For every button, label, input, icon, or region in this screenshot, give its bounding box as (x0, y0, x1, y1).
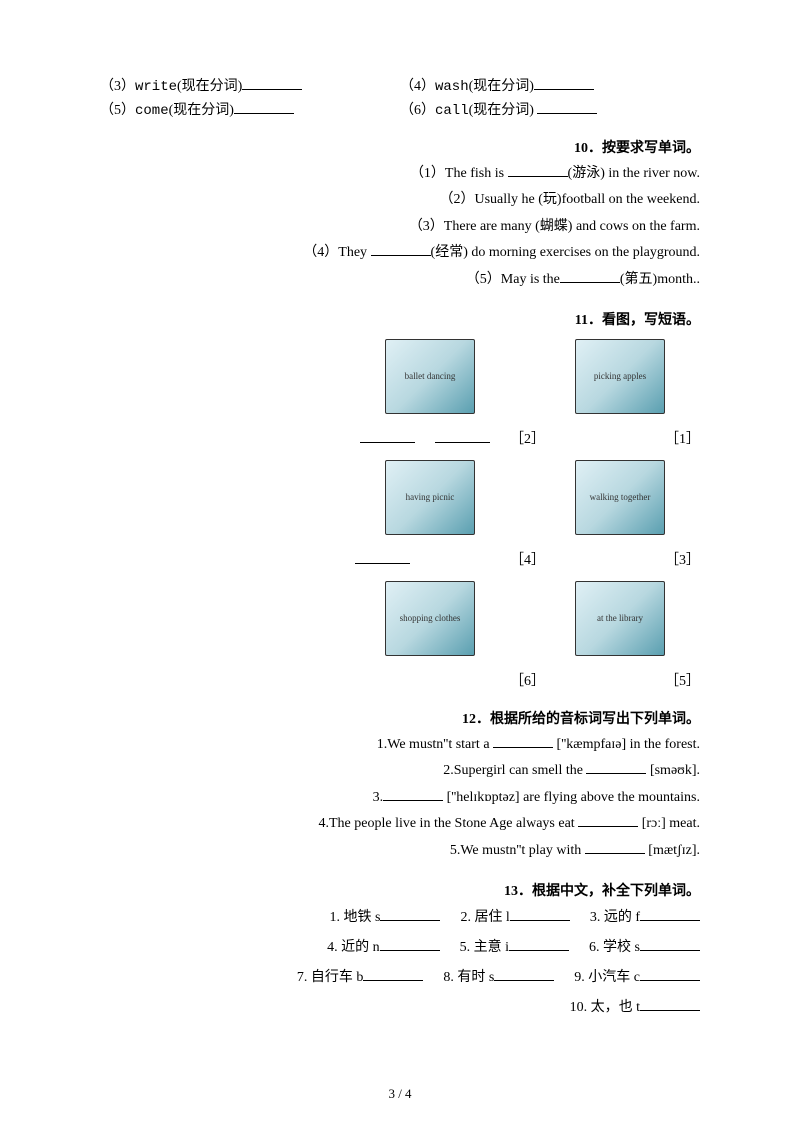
q9-row-2: （5） come (现在分词) （6） call (现在分词) (100, 99, 700, 119)
q12-line: 1.We mustn''t start a [''kæmpfaɪə] in th… (100, 734, 700, 756)
blank[interactable] (435, 429, 490, 443)
q11-label: ［3］ (665, 549, 700, 569)
q10-line: （5）May is the(第五)month.. (100, 269, 700, 291)
blank[interactable] (586, 760, 646, 774)
q12-line: 2.Supergirl can smell the [sməʊk]. (100, 760, 700, 782)
page-footer: 3 / 4 (0, 1086, 800, 1102)
blank[interactable] (383, 787, 443, 801)
q11-pic-5: shopping clothes (385, 581, 475, 656)
q13-rows: 1. 地铁 s 2. 居住 l 3. 远的 f 4. 近的 n 5. 主意 i 6. 学校… (100, 906, 700, 1016)
q9-word: call (435, 103, 469, 119)
blank[interactable] (640, 937, 700, 951)
q9-word: write (135, 79, 177, 95)
blank[interactable] (493, 734, 553, 748)
q13-item: 4. 近的 n (327, 936, 440, 956)
q9-hint: (现在分词) (469, 75, 534, 95)
q13-item: 3. 远的 f (590, 906, 700, 926)
q9-num: （3） (100, 75, 135, 95)
blank[interactable] (380, 907, 440, 921)
blank[interactable] (355, 550, 410, 564)
q11-label: ［4］ (510, 549, 545, 569)
q13-title: 13．根据中文，补全下列单词。 (100, 880, 700, 900)
q13-item: 7. 自行车 b (297, 966, 424, 986)
blank[interactable] (380, 937, 440, 951)
q13-item: 1. 地铁 s (329, 906, 440, 926)
q13-item: 8. 有时 s (443, 966, 554, 986)
q11-grid: ballet dancing picking apples ［2］ ［1］ ha… (100, 339, 700, 690)
q13-item: 5. 主意 i (460, 936, 569, 956)
q10-line: （4）They (经常) do morning exercises on the… (100, 242, 700, 264)
q9-hint: (现在分词) (177, 75, 242, 95)
q11-pic-4: at the library (575, 581, 665, 656)
blank[interactable] (578, 813, 638, 827)
blank[interactable] (508, 163, 568, 177)
blank[interactable] (494, 967, 554, 981)
blank[interactable] (585, 840, 645, 854)
q11-pic-0: picking apples (575, 339, 665, 414)
q13-item: 2. 居住 l (460, 906, 569, 926)
q9-blank[interactable] (234, 100, 294, 114)
q9-blank[interactable] (242, 76, 302, 90)
q9-row-1: （3） write (现在分词) （4） wash (现在分词) (100, 75, 700, 95)
q12-line: 3. [''helɪkɒptəz] are flying above the m… (100, 787, 700, 809)
blank[interactable] (363, 967, 423, 981)
q9-num: （5） (100, 99, 135, 119)
q11-title: 11．看图，写短语。 (100, 309, 700, 329)
q13-item: 9. 小汽车 c (574, 966, 700, 986)
q11-label: ［5］ (665, 670, 700, 690)
q11-pic-1: ballet dancing (385, 339, 475, 414)
q9-blank[interactable] (534, 76, 594, 90)
blank[interactable] (640, 997, 700, 1011)
q10-title: 10．按要求写单词。 (100, 137, 700, 157)
blank[interactable] (640, 907, 700, 921)
blank[interactable] (510, 907, 570, 921)
q9-num: （4） (400, 75, 435, 95)
q11-pic-2: walking together (575, 460, 665, 535)
q9-num: （6） (400, 99, 435, 119)
q12-line: 5.We mustn''t play with [mætʃɪz]. (100, 840, 700, 862)
q9-word: come (135, 103, 169, 119)
q11-label: ［2］ (510, 428, 545, 448)
q10-line: （2）Usually he (玩)football on the weekend… (100, 189, 700, 211)
q11-pic-3: having picnic (385, 460, 475, 535)
q11-label: ［6］ (510, 670, 545, 690)
q9-hint: (现在分词) (469, 99, 534, 119)
q13-item: 6. 学校 s (589, 936, 700, 956)
q9-word: wash (435, 79, 469, 95)
blank[interactable] (509, 937, 569, 951)
q9-blank[interactable] (537, 100, 597, 114)
blank[interactable] (360, 429, 415, 443)
blank[interactable] (640, 967, 700, 981)
q12-line: 4.The people live in the Stone Age alway… (100, 813, 700, 835)
q13-item: 10. 太，也 t (570, 996, 700, 1016)
q10-line: （1）The fish is (游泳) in the river now. (100, 163, 700, 185)
blank[interactable] (371, 242, 431, 256)
q10-line: （3）There are many (蝴蝶) and cows on the f… (100, 216, 700, 238)
q12-title: 12．根据所给的音标词写出下列单词。 (100, 708, 700, 728)
q9-hint: (现在分词) (169, 99, 234, 119)
blank[interactable] (560, 269, 620, 283)
q11-label: ［1］ (665, 428, 700, 448)
